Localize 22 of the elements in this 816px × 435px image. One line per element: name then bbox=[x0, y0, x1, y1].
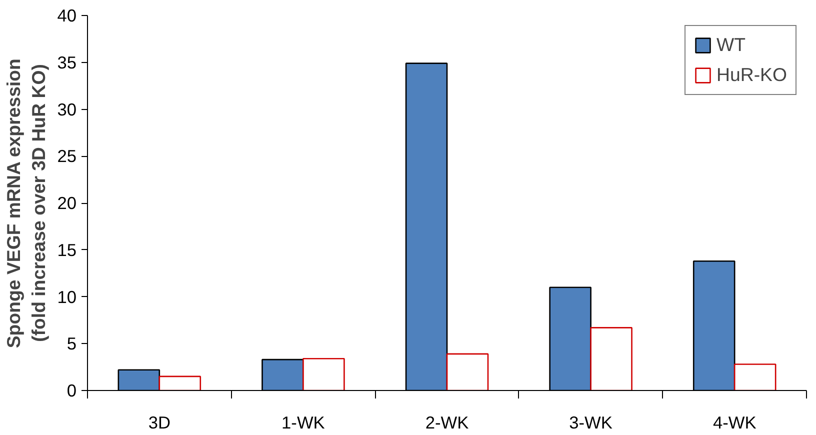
y-tick-label: 5 bbox=[66, 334, 77, 354]
x-tick-label: 3D bbox=[148, 412, 170, 432]
y-tick-label: 20 bbox=[57, 193, 77, 213]
legend-label: WT bbox=[716, 34, 746, 56]
bar bbox=[302, 358, 345, 390]
legend-label: HuR-KO bbox=[716, 64, 787, 86]
x-tick-label: 3-WK bbox=[569, 412, 613, 432]
x-tick-label: 4-WK bbox=[712, 412, 757, 432]
bar bbox=[590, 327, 632, 390]
y-axis-title: Sponge VEGF mRNA expression (fold increase over 3D HuR KO) bbox=[3, 58, 50, 348]
y-tick-label: 15 bbox=[57, 240, 77, 260]
bar bbox=[158, 376, 202, 390]
x-tick-label: 2-WK bbox=[425, 412, 470, 432]
x-tick-label: 1-WK bbox=[282, 412, 326, 432]
y-tick-label: 25 bbox=[57, 146, 77, 166]
y-tick-label: 40 bbox=[57, 6, 77, 26]
y-tick-label: 35 bbox=[57, 52, 77, 72]
bar bbox=[446, 353, 489, 390]
bar bbox=[734, 364, 776, 390]
y-tick-label: 30 bbox=[57, 99, 77, 120]
y-tick-label: 0 bbox=[66, 380, 77, 400]
y-tick-label: 10 bbox=[57, 286, 77, 307]
